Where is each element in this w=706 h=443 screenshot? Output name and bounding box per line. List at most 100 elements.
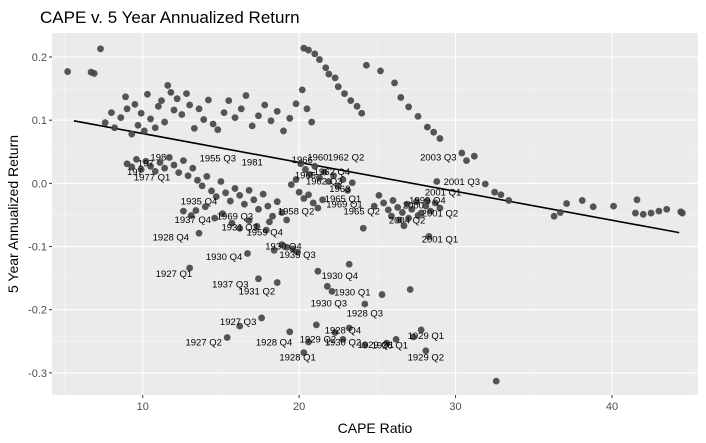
point-label: 2001 Q3 [444,177,480,188]
scatter-point [144,90,151,98]
scatter-point [334,83,342,91]
scatter-point [178,111,186,118]
scatter-point [400,222,408,230]
scatter-point [339,176,347,183]
scatter-point [334,182,342,190]
point-label: 1937 Q4 [175,215,211,226]
scatter-point [183,90,190,98]
scatter-point [362,61,370,69]
scatter-point [179,157,187,165]
y-tick-label: -0.3 [28,368,47,380]
scatter-point [165,154,173,161]
point-label: 2004 Q2 [389,216,425,227]
scatter-point [184,172,192,180]
scatter-point [201,203,209,211]
scatter-point [186,101,194,109]
scatter-point [436,135,444,142]
scatter-point [314,204,322,212]
scatter-point [331,329,339,336]
scatter-point [359,224,367,232]
scatter-point [248,122,256,130]
point-label: 2001 Q2 [422,209,458,220]
scatter-point [405,214,413,222]
scatter-point [311,50,319,58]
point-label: 1962 Q4 [314,167,350,178]
scatter-point [264,202,272,210]
scatter-point [339,336,347,343]
scatter-point [639,210,647,218]
scatter-point [589,203,597,211]
scatter-point [383,339,391,347]
y-tick-label: 0.0 [32,178,47,190]
point-label: 1930 Q3 [311,298,347,309]
scatter-point [223,334,231,341]
scatter-point [384,206,392,214]
scatter-point [320,168,328,176]
scatter-point [209,120,217,128]
scatter-point [280,127,287,135]
point-label: 1929 Q2 [408,353,444,364]
scatter-point [425,233,433,240]
scatter-point [312,321,320,329]
scatter-point [375,191,383,199]
scatter-point [388,212,395,220]
point-label: 1960 [307,152,328,163]
scatter-point [278,209,286,216]
scatter-point [203,173,211,180]
scatter-point [262,226,270,234]
scatter-point [427,207,434,215]
scatter-point [323,282,331,290]
scatter-point [198,182,206,190]
point-label: 1962 Q2 [328,152,364,163]
point-label: 1928 Q4 [256,337,292,348]
scatter-point [377,67,384,75]
scatter-point [305,191,312,199]
scatter-point [431,199,439,207]
scatter-point [330,172,337,180]
x-tick-label: 40 [606,401,618,413]
point-label: 1931 Q3 [221,222,257,233]
scatter-point [154,102,162,110]
point-label: 1958 Q2 [278,207,314,218]
scatter-point [226,197,234,205]
scatter-point [311,162,319,170]
point-label: 1928 Q1 [279,353,315,364]
scatter-points [64,44,686,385]
scatter-point [195,105,203,113]
scatter-point [205,96,212,104]
scatter-point [463,157,470,165]
scatter-point [175,169,183,177]
point-label: 1937 Q3 [212,279,248,290]
scatter-point [255,205,262,213]
point-label: 2001 Q1 [425,188,461,199]
scatter-point [179,207,187,215]
scatter-point [358,109,366,117]
scatter-point [258,314,265,322]
point-label: 1930 Q4 [265,241,301,252]
scatter-point [430,128,438,136]
point-label: 1927 Q3 [220,317,256,328]
scatter-point [273,107,281,115]
point-label: 2000 [403,200,424,211]
scatter-point [325,178,333,185]
scatter-point [286,328,294,336]
scatter-point [269,212,276,220]
point-label: 1927 Q2 [185,337,221,348]
scatter-point [211,214,219,222]
scatter-point [117,114,125,122]
scatter-point [170,161,178,169]
x-axis-ticks: 10 20 30 40 [137,395,618,413]
scatter-point [222,189,230,197]
scatter-point [134,121,142,129]
scatter-point [231,114,239,122]
scatter-point [295,188,303,196]
scatter-point [423,123,431,131]
scatter-point [123,105,131,113]
trend-layer [73,120,680,234]
scatter-point [328,287,336,295]
scatter-point [417,326,425,334]
scatter-point [458,149,466,157]
scatter-point [550,212,558,220]
scatter-point [90,70,98,77]
